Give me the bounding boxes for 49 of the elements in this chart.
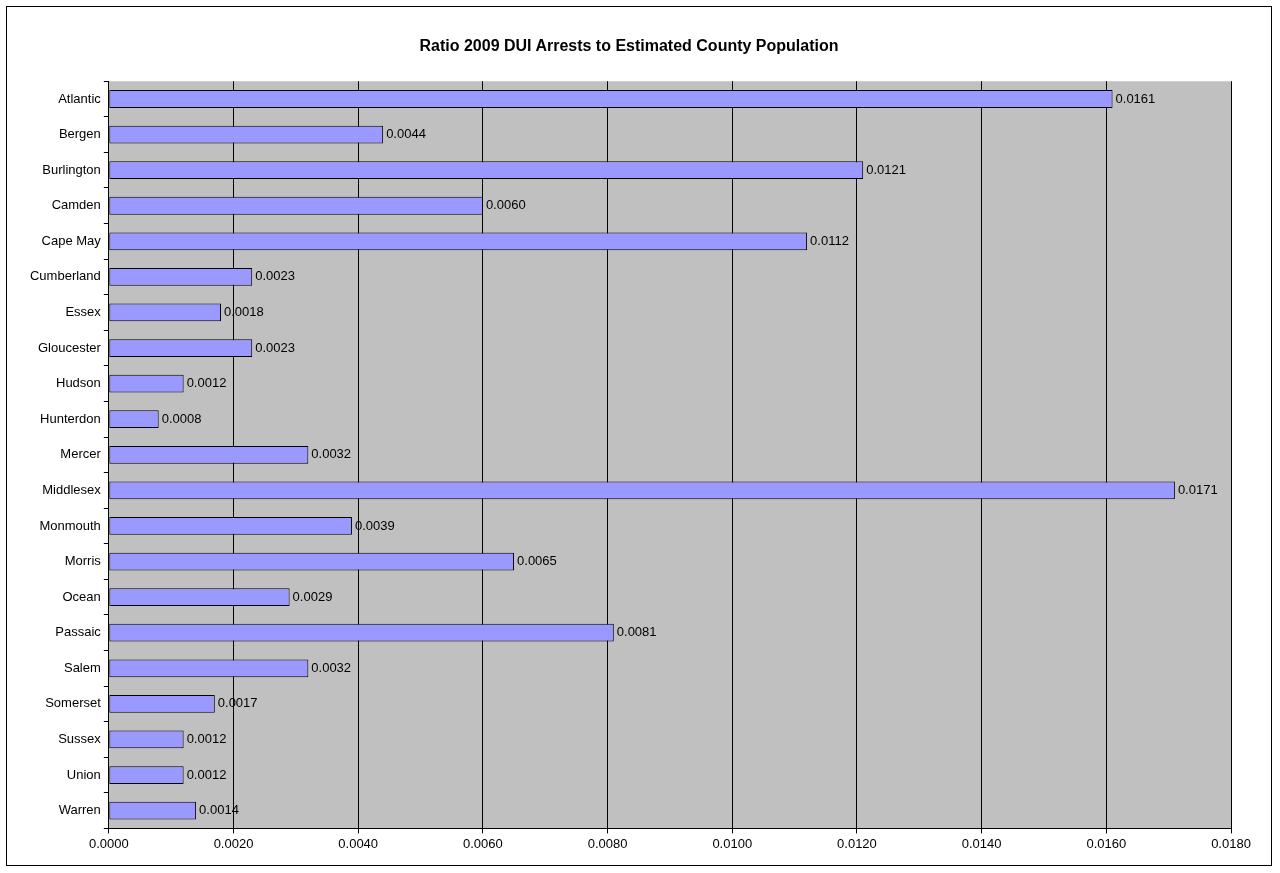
y-tick-label: Cumberland (29, 268, 101, 284)
y-tick-label: Morris (64, 553, 102, 569)
x-tick-label: 0.0180 (1211, 835, 1251, 851)
y-tick-label: Camden (51, 197, 101, 213)
y-tick-label: Cape May (41, 232, 102, 248)
y-tick-label: Mercer (60, 446, 102, 462)
y-tick-label: Atlantic (58, 90, 102, 106)
y-tick-label: Hudson (56, 375, 101, 391)
x-tick-label: 0.0120 (837, 835, 877, 851)
x-tick-label: 0.0080 (587, 835, 628, 851)
x-tick-label: 0.0000 (88, 835, 129, 851)
data-label: 0.0032 (311, 446, 352, 462)
data-label: 0.0112 (810, 232, 849, 248)
y-tick-label: Union (66, 766, 101, 782)
x-tick-label: 0.0160 (1086, 835, 1127, 851)
data-label: 0.0065 (517, 553, 557, 569)
y-tick-label: Bergen (58, 126, 101, 142)
data-label: 0.0023 (255, 339, 295, 355)
data-label: 0.0081 (616, 624, 657, 640)
data-label: 0.0012 (186, 375, 227, 391)
y-tick-label: Passaic (55, 624, 102, 640)
y-tick-label: Ocean (62, 588, 101, 604)
x-tick-label: 0.0100 (712, 835, 753, 851)
y-tick-label: Hunterdon (40, 410, 101, 426)
y-tick-label: Sussex (58, 731, 102, 747)
y-tick-label: Salem (63, 659, 101, 675)
y-tick-label: Burlington (42, 161, 101, 177)
data-label: 0.0029 (292, 588, 333, 604)
data-label: 0.0012 (186, 731, 227, 747)
x-tick-label: 0.0140 (961, 835, 1002, 851)
y-tick-label: Middlesex (42, 481, 102, 497)
y-tick-label: Somerset (45, 695, 102, 711)
y-tick-label: Warren (58, 802, 101, 818)
data-label: 0.0161 (1115, 90, 1156, 106)
data-label: 0.0171 (1177, 481, 1218, 497)
data-label: 0.0060 (485, 197, 526, 213)
y-tick-label: Monmouth (39, 517, 101, 533)
y-tick-label: Essex (65, 304, 102, 320)
data-label: 0.0023 (255, 268, 295, 284)
y-tick-label: Gloucester (37, 339, 102, 355)
x-tick-label: 0.0040 (338, 835, 379, 851)
x-tick-label: 0.0060 (462, 835, 503, 851)
data-label: 0.0121 (866, 161, 906, 177)
data-label: 0.0032 (311, 659, 352, 675)
data-label: 0.0012 (186, 766, 227, 782)
data-label: 0.0044 (386, 126, 426, 142)
data-label: 0.0008 (161, 410, 202, 426)
x-tick-label: 0.0020 (213, 835, 254, 851)
chart-title: Ratio 2009 DUI Arrests to Estimated County Population (419, 37, 839, 55)
